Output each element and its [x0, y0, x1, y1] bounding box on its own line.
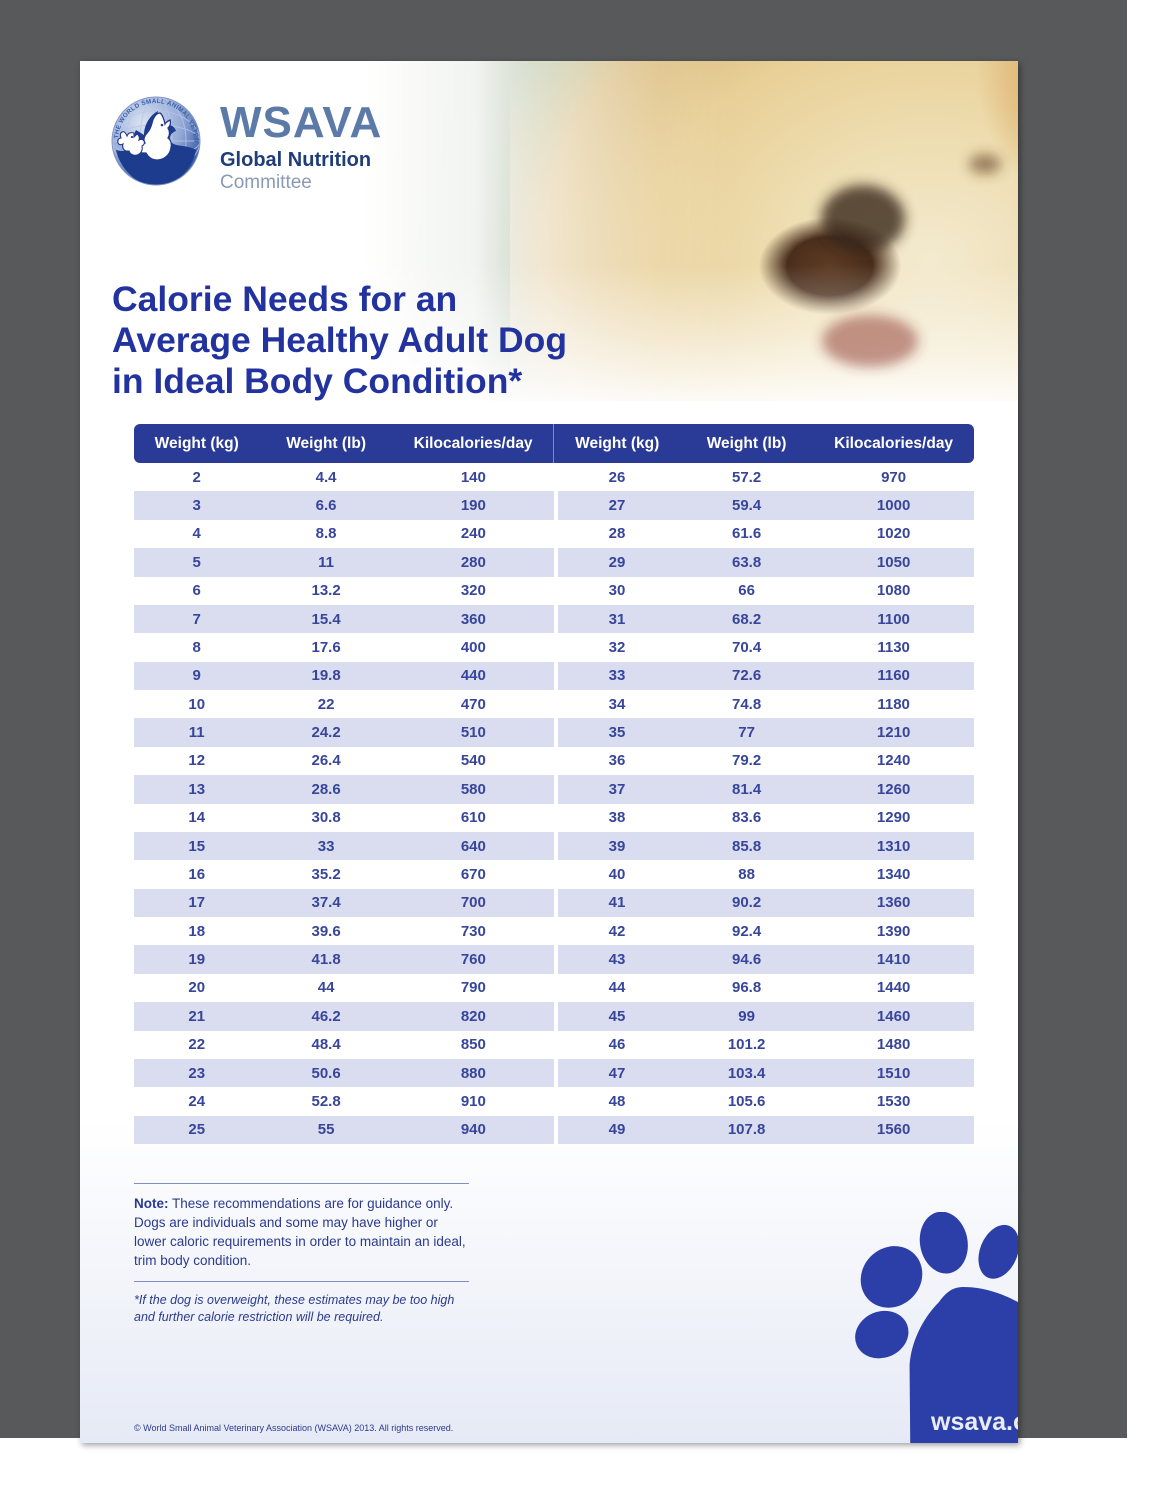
svg-text:wsava.org: wsava.org — [930, 1408, 1018, 1436]
